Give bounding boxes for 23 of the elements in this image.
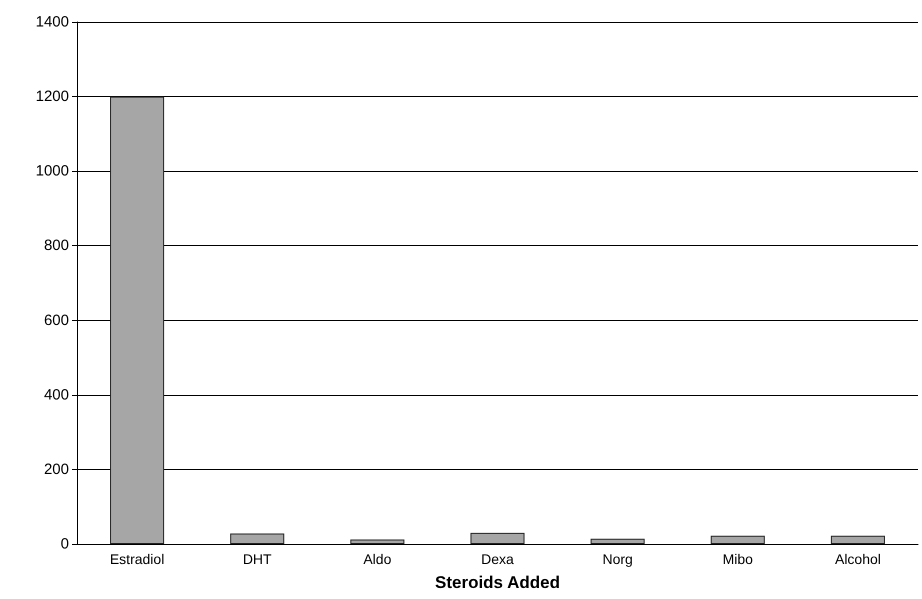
x-tick-label: Norg [602, 551, 633, 567]
x-axis-title: Steroids Added [435, 573, 560, 592]
bar [470, 532, 525, 544]
y-tick-label: 400 [44, 386, 69, 404]
y-tick-label: 800 [44, 237, 69, 254]
bar [710, 536, 765, 544]
bar [230, 534, 284, 544]
x-tick-label: Mibo [722, 551, 754, 567]
x-tick-label: Dexa [481, 551, 514, 567]
x-tick-label: Aldo [363, 551, 392, 567]
bar [350, 540, 404, 544]
y-tick-label: 1000 [36, 162, 69, 180]
bar [110, 96, 164, 544]
y-tick-label: 1400 [36, 14, 69, 30]
bar [590, 538, 645, 544]
y-tick-label: 200 [44, 460, 69, 478]
x-tick-label: Alcohol [834, 551, 881, 567]
x-tick-label: Estradiol [110, 551, 164, 567]
bar [830, 536, 885, 544]
y-tick-label: 600 [44, 312, 69, 329]
x-tick-label: DHT [242, 551, 272, 567]
y-tick-label: 0 [60, 536, 69, 552]
y-tick-label: 1200 [36, 88, 69, 106]
